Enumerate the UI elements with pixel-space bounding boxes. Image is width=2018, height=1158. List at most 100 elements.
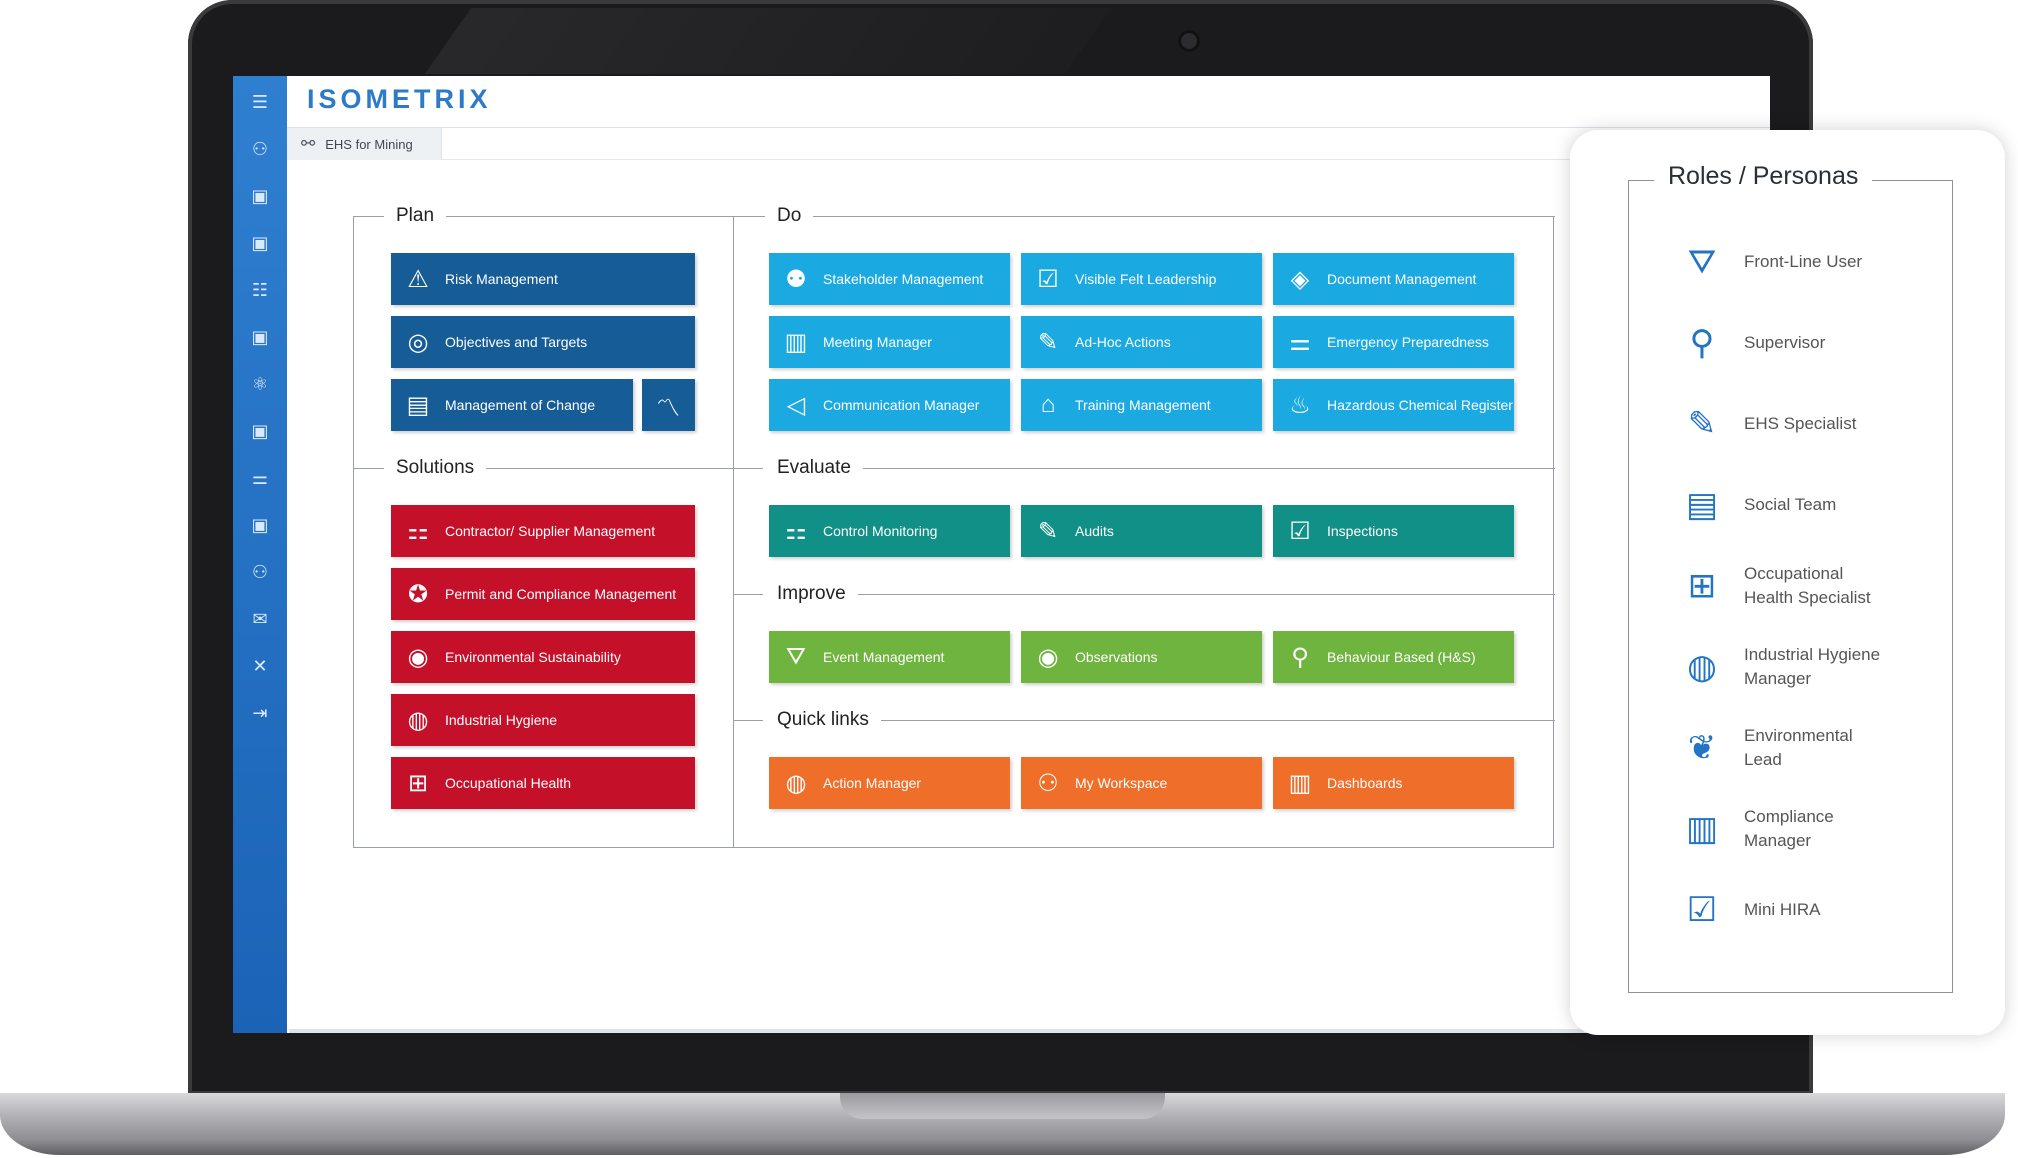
warning-icon: ⚠ (407, 265, 429, 293)
group-icon: ⚉ (785, 265, 807, 293)
medical-kit-icon: ⊞ (407, 769, 429, 797)
role-compliance-manager[interactable]: ▥ Compliance Manager (1678, 805, 1914, 853)
role-mini-hira[interactable]: ☑ Mini HIRA (1678, 886, 1914, 934)
layers-icon: ◈ (1290, 265, 1310, 293)
tile-inspections[interactable]: ☑ Inspections (1273, 505, 1514, 557)
tile-label: Training Management (1075, 397, 1211, 413)
tile-my-workspace[interactable]: ⚇ My Workspace (1021, 757, 1262, 809)
list-icon[interactable]: ☷ (251, 280, 269, 300)
tile-label: Visible Felt Leadership (1075, 271, 1217, 287)
tile-label: Environmental Sustainability (445, 649, 621, 665)
roles-title: Roles / Personas (1654, 162, 1873, 191)
tile-event-management[interactable]: ⛛ Event Management (769, 631, 1010, 683)
tile-contractor-supplier[interactable]: ⚏ Contractor/ Supplier Management (391, 505, 695, 557)
award-icon: ✪ (407, 580, 429, 608)
divider (442, 159, 1770, 160)
meeting-icon: ▥ (784, 328, 808, 356)
breadcrumb-label: EHS for Mining (325, 136, 413, 152)
binders-check-icon: ▥ (1685, 810, 1719, 848)
role-ehs-specialist[interactable]: ✎ EHS Specialist (1678, 400, 1914, 448)
tile-label: Hazardous Chemical Register (1327, 397, 1513, 413)
hierarchy-icon: ⚯ (301, 134, 316, 153)
role-label: Occupational Health Specialist (1744, 564, 1871, 607)
role-label: Front-Line User (1744, 252, 1863, 271)
tile-risk-management[interactable]: ⚠ Risk Management (391, 253, 695, 305)
tile-label: Control Monitoring (823, 523, 938, 539)
tile-action-manager[interactable]: ◍ Action Manager (769, 757, 1010, 809)
role-social-team[interactable]: ▤ Social Team (1678, 481, 1914, 529)
megaphone-icon: ◁ (786, 391, 806, 419)
tile-dashboards[interactable]: ▥ Dashboards (1273, 757, 1514, 809)
role-environmental-lead[interactable]: ❦ Environmental Lead (1678, 724, 1914, 772)
tile-emergency-preparedness[interactable]: ⚌ Emergency Preparedness (1273, 316, 1514, 368)
tile-hazardous-chemical-register[interactable]: ♨ Hazardous Chemical Register (1273, 379, 1514, 431)
role-supervisor[interactable]: ⚲ Supervisor (1678, 319, 1914, 367)
tile-management-of-change[interactable]: ▤ Management of Change (391, 379, 633, 431)
role-front-line-user[interactable]: ⛛ Front-Line User (1678, 238, 1914, 286)
inspector-icon: ⚲ (1291, 643, 1309, 671)
section-title-plan: Plan (384, 205, 447, 227)
module-icon[interactable]: ▣ (251, 186, 269, 206)
logout-icon[interactable]: ⇥ (252, 703, 268, 723)
module-icon[interactable]: ▣ (251, 327, 269, 347)
role-label: Supervisor (1744, 333, 1826, 352)
tile-visible-felt-leadership[interactable]: ☑ Visible Felt Leadership (1021, 253, 1262, 305)
section-title-improve: Improve (765, 583, 858, 605)
divider (806, 216, 1555, 217)
tile-meeting-manager[interactable]: ▥ Meeting Manager (769, 316, 1010, 368)
tools-icon[interactable]: ✕ (252, 656, 268, 676)
user-icon: ⚇ (1037, 769, 1059, 797)
trend-chart-button[interactable]: 〽 (642, 379, 695, 431)
role-occupational-health-specialist[interactable]: ⊞ Occupational Health Specialist (1678, 562, 1914, 610)
tile-label: Communication Manager (823, 397, 980, 413)
tile-label: Dashboards (1327, 775, 1403, 791)
divider (733, 468, 763, 469)
sliders-icon[interactable]: ⚌ (251, 468, 269, 488)
role-industrial-hygiene-manager[interactable]: ◍ Industrial Hygiene Manager (1678, 643, 1914, 691)
mail-icon[interactable]: ✉ (252, 609, 268, 629)
tile-control-monitoring[interactable]: ⚏ Control Monitoring (769, 505, 1010, 557)
atom-icon[interactable]: ⚛ (251, 374, 269, 394)
tile-communication-manager[interactable]: ◁ Communication Manager (769, 379, 1010, 431)
divider (733, 216, 734, 848)
bar-chart-icon: ▥ (1288, 769, 1312, 797)
module-icon[interactable]: ▣ (251, 515, 269, 535)
module-icon[interactable]: ▣ (251, 233, 269, 253)
globe-icon: ◍ (785, 769, 807, 797)
roles-box (1628, 180, 1953, 993)
tile-stakeholder-management[interactable]: ⚉ Stakeholder Management (769, 253, 1010, 305)
tile-industrial-hygiene[interactable]: ◍ Industrial Hygiene (391, 694, 695, 746)
tile-audits[interactable]: ✎ Audits (1021, 505, 1262, 557)
divider (480, 468, 733, 469)
tile-label: Observations (1075, 649, 1158, 665)
tile-label: Industrial Hygiene (445, 712, 558, 728)
edit-icon: ✎ (1037, 328, 1059, 356)
section-title-do: Do (765, 205, 814, 227)
screen-glare (424, 8, 1112, 74)
tile-label: Emergency Preparedness (1327, 334, 1489, 350)
inspector-icon: ⚲ (1689, 324, 1715, 362)
user-icon[interactable]: ⚇ (251, 562, 269, 582)
tile-training-management[interactable]: ⌂ Training Management (1021, 379, 1262, 431)
breadcrumb-tab[interactable]: ⚯ EHS for Mining (287, 128, 442, 160)
hamburger-menu-icon[interactable]: ☰ (251, 92, 269, 112)
tile-label: Stakeholder Management (823, 271, 984, 287)
tile-objectives-targets[interactable]: ◎ Objectives and Targets (391, 316, 695, 368)
tile-label: Permit and Compliance Management (445, 586, 677, 602)
tile-occupational-health[interactable]: ⊞ Occupational Health (391, 757, 695, 809)
tile-label: My Workspace (1075, 775, 1168, 791)
laptop-notch (840, 1093, 1165, 1119)
tile-observations[interactable]: ◉ Observations (1021, 631, 1262, 683)
tile-document-management[interactable]: ◈ Document Management (1273, 253, 1514, 305)
person-circle-icon: ◍ (1687, 648, 1717, 686)
tile-behaviour-based[interactable]: ⚲ Behaviour Based (H&S) (1273, 631, 1514, 683)
module-icon[interactable]: ▣ (251, 421, 269, 441)
tile-ad-hoc-actions[interactable]: ✎ Ad-Hoc Actions (1021, 316, 1262, 368)
tile-permit-compliance[interactable]: ✪ Permit and Compliance Management (391, 568, 695, 620)
tile-label: Event Management (823, 649, 945, 665)
trend-chart-icon: 〽 (656, 394, 680, 422)
tile-environmental-sustainability[interactable]: ◉ Environmental Sustainability (391, 631, 695, 683)
user-icon[interactable]: ⚇ (251, 139, 269, 159)
target-icon: ◎ (407, 328, 429, 356)
tile-label: Occupational Health (445, 775, 572, 791)
